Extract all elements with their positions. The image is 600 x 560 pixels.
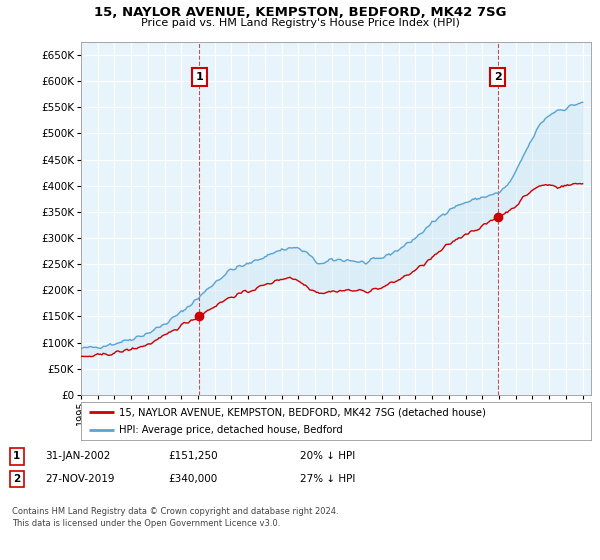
Text: 2: 2 [13,474,20,484]
Text: 2: 2 [494,72,502,82]
Text: 1: 1 [196,72,203,82]
Text: £151,250: £151,250 [168,451,218,461]
Text: 20% ↓ HPI: 20% ↓ HPI [300,451,355,461]
Text: 27% ↓ HPI: 27% ↓ HPI [300,474,355,484]
Text: 15, NAYLOR AVENUE, KEMPSTON, BEDFORD, MK42 7SG (detached house): 15, NAYLOR AVENUE, KEMPSTON, BEDFORD, MK… [119,407,486,417]
Text: 1: 1 [13,451,20,461]
Text: 27-NOV-2019: 27-NOV-2019 [45,474,115,484]
Text: 31-JAN-2002: 31-JAN-2002 [45,451,110,461]
Text: 15, NAYLOR AVENUE, KEMPSTON, BEDFORD, MK42 7SG: 15, NAYLOR AVENUE, KEMPSTON, BEDFORD, MK… [94,6,506,18]
Text: HPI: Average price, detached house, Bedford: HPI: Average price, detached house, Bedf… [119,425,343,435]
Text: £340,000: £340,000 [168,474,217,484]
Text: Price paid vs. HM Land Registry's House Price Index (HPI): Price paid vs. HM Land Registry's House … [140,18,460,28]
Text: Contains HM Land Registry data © Crown copyright and database right 2024.
This d: Contains HM Land Registry data © Crown c… [12,507,338,528]
